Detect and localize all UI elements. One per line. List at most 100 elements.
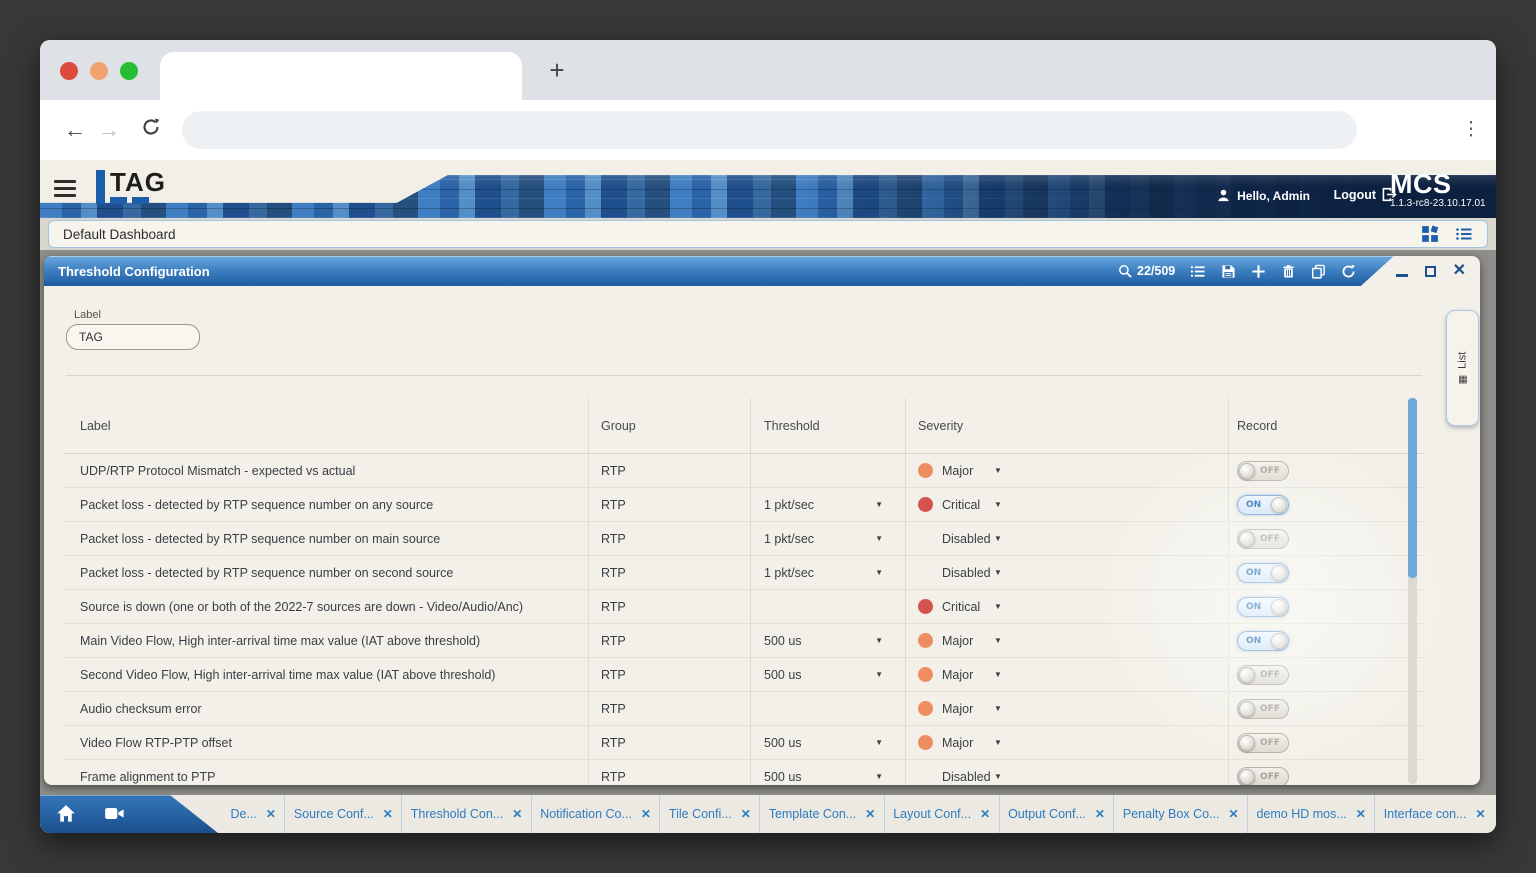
bottom-tab[interactable]: De... ✕ [222, 795, 286, 833]
list-view-icon[interactable] [1455, 226, 1473, 242]
copy-icon[interactable] [1311, 264, 1326, 279]
browser-menu-icon[interactable]: ⋮ [1461, 119, 1481, 140]
back-icon[interactable]: ← [64, 117, 86, 142]
panel-maximize-icon[interactable] [1424, 265, 1436, 277]
severity-dropdown[interactable]: Disabled ▼ [905, 556, 1228, 589]
bottom-tab[interactable]: Threshold Con... ✕ [402, 795, 532, 833]
record-cell: OFF [1228, 760, 1424, 785]
browser-active-tab[interactable] [160, 52, 522, 100]
threshold-dropdown[interactable]: 500 us ▼ [750, 726, 905, 759]
close-icon[interactable]: ✕ [382, 807, 393, 821]
menu-hamburger-icon[interactable] [54, 180, 76, 201]
user-greeting: Hello, Admin [1216, 188, 1310, 203]
threshold-dropdown[interactable]: 500 us ▼ [750, 760, 905, 785]
severity-dropdown[interactable]: Major ▼ [905, 454, 1228, 487]
threshold-dropdown[interactable]: 1 pkt/sec ▼ [750, 522, 905, 555]
severity-dropdown[interactable]: Disabled ▼ [905, 522, 1228, 555]
minimize-window-icon[interactable] [90, 62, 108, 80]
product-version: 1.1.3-rc8-23.10.17.01 [1390, 198, 1486, 209]
close-icon[interactable]: ✕ [1228, 807, 1239, 821]
panel-title-bar[interactable]: Threshold Configuration [44, 256, 1394, 286]
threshold-dropdown[interactable]: 1 pkt/sec ▼ [750, 556, 905, 589]
zoom-count-button[interactable]: 22/509 [1118, 264, 1175, 279]
add-icon[interactable] [1251, 264, 1266, 279]
record-toggle[interactable]: ON [1237, 562, 1289, 583]
list-side-tab[interactable]: ▦ List [1446, 310, 1479, 426]
severity-dropdown[interactable]: Major ▼ [905, 624, 1228, 657]
panel-list-icon[interactable] [1190, 264, 1206, 279]
bottom-tabs: De... ✕ Source Conf... ✕ Threshold Con... ✕ No… [222, 795, 1494, 833]
panel-close-icon[interactable]: ✕ [1452, 262, 1466, 279]
video-camera-icon[interactable] [104, 805, 125, 827]
severity-dropdown[interactable]: Major ▼ [905, 692, 1228, 725]
severity-dropdown[interactable]: Disabled ▼ [905, 760, 1228, 785]
table-row: Main Video Flow, High inter-arrival time… [64, 624, 1424, 658]
table-scrollbar-thumb[interactable] [1408, 398, 1417, 578]
bottom-tab[interactable]: Source Conf... ✕ [285, 795, 403, 833]
dashboard-grid-icon[interactable] [1421, 225, 1439, 243]
chevron-down-icon: ▼ [875, 738, 883, 747]
record-toggle[interactable]: OFF [1237, 528, 1289, 549]
severity-dropdown[interactable]: Major ▼ [905, 726, 1228, 759]
record-toggle[interactable]: OFF [1237, 698, 1289, 719]
bottom-tab-label: demo HD mos... [1256, 807, 1347, 821]
table-scrollbar[interactable] [1408, 398, 1417, 784]
bottom-tab[interactable]: Template Con... ✕ [760, 795, 885, 833]
row-group-cell: RTP [588, 488, 750, 521]
home-icon[interactable] [56, 804, 76, 828]
bottom-tab[interactable]: Interface con... ✕ [1375, 795, 1494, 833]
severity-dropdown[interactable]: Critical ▼ [905, 488, 1228, 521]
label-input[interactable] [66, 324, 200, 350]
severity-dropdown[interactable]: Critical ▼ [905, 590, 1228, 623]
logout-button[interactable]: Logout [1334, 187, 1398, 202]
chevron-down-icon: ▼ [875, 636, 883, 645]
record-toggle[interactable]: OFF [1237, 732, 1289, 753]
col-header-record: Record [1228, 398, 1424, 453]
record-toggle[interactable]: OFF [1237, 460, 1289, 481]
threshold-dropdown[interactable]: 500 us ▼ [750, 658, 905, 691]
close-icon[interactable]: ✕ [1355, 807, 1366, 821]
record-toggle[interactable]: ON [1237, 630, 1289, 651]
close-icon[interactable]: ✕ [740, 807, 751, 821]
address-bar[interactable] [182, 111, 1357, 149]
chevron-down-icon: ▼ [875, 500, 883, 509]
panel-minimize-icon[interactable] [1395, 273, 1408, 277]
refresh-icon[interactable] [1341, 264, 1356, 279]
table-row: Second Video Flow, High inter-arrival ti… [64, 658, 1424, 692]
threshold-dropdown[interactable]: 1 pkt/sec ▼ [750, 488, 905, 521]
close-icon[interactable]: ✕ [865, 807, 876, 821]
chevron-down-icon: ▼ [994, 704, 1002, 713]
bottom-tab-bar: De... ✕ Source Conf... ✕ Threshold Con... ✕ No… [40, 795, 1496, 833]
dashboard-bar-row: Default Dashboard [40, 218, 1496, 250]
save-icon[interactable] [1221, 264, 1236, 279]
zoom-window-icon[interactable] [120, 62, 138, 80]
record-cell: ON [1228, 488, 1424, 521]
bottom-tab[interactable]: Penalty Box Co... ✕ [1114, 795, 1248, 833]
reload-icon[interactable] [134, 117, 168, 143]
severity-dropdown[interactable]: Major ▼ [905, 658, 1228, 691]
zoom-count: 22/509 [1137, 264, 1176, 278]
close-icon[interactable]: ✕ [980, 807, 991, 821]
delete-icon[interactable] [1281, 264, 1296, 279]
close-icon[interactable]: ✕ [265, 807, 276, 821]
close-icon[interactable]: ✕ [512, 807, 523, 821]
threshold-dropdown[interactable]: 500 us ▼ [750, 624, 905, 657]
bottom-tab[interactable]: Output Conf... ✕ [1000, 795, 1115, 833]
row-label-cell: Packet loss - detected by RTP sequence n… [80, 531, 441, 546]
close-icon[interactable]: ✕ [1094, 807, 1105, 821]
bottom-tab[interactable]: demo HD mos... ✕ [1248, 795, 1376, 833]
close-window-icon[interactable] [60, 62, 78, 80]
close-icon[interactable]: ✕ [640, 807, 651, 821]
new-tab-button[interactable]: + [549, 55, 565, 85]
record-toggle[interactable]: OFF [1237, 664, 1289, 685]
close-icon[interactable]: ✕ [1475, 807, 1486, 821]
bottom-tab[interactable]: Layout Conf... ✕ [885, 795, 1000, 833]
record-toggle[interactable]: OFF [1237, 766, 1289, 785]
tag-logo-bar [96, 170, 105, 204]
bottom-tab[interactable]: Notification Co... ✕ [532, 795, 661, 833]
record-toggle[interactable]: ON [1237, 596, 1289, 617]
record-toggle[interactable]: ON [1237, 494, 1289, 515]
chevron-down-icon: ▼ [994, 602, 1002, 611]
bottom-tab[interactable]: Tile Confi... ✕ [660, 795, 761, 833]
row-group-cell: RTP [588, 590, 750, 623]
